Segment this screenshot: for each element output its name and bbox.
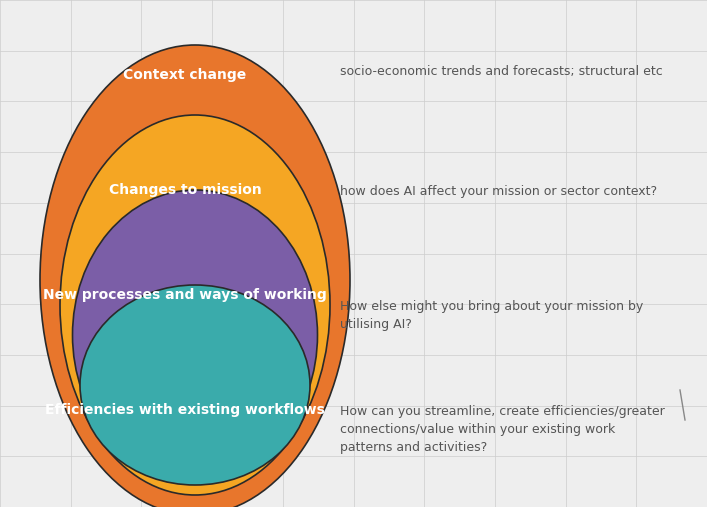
Ellipse shape — [40, 45, 350, 507]
Text: How else might you bring about your mission by
utilising AI?: How else might you bring about your miss… — [340, 300, 643, 331]
Text: socio-economic trends and forecasts; structural etc: socio-economic trends and forecasts; str… — [340, 65, 662, 78]
Text: how does AI affect your mission or sector context?: how does AI affect your mission or secto… — [340, 185, 657, 198]
Text: New processes and ways of working: New processes and ways of working — [43, 288, 327, 302]
Ellipse shape — [60, 115, 330, 495]
Ellipse shape — [80, 285, 310, 485]
Ellipse shape — [73, 190, 317, 480]
Text: Efficiencies with existing workflows: Efficiencies with existing workflows — [45, 403, 325, 417]
Text: How can you streamline, create efficiencies/greater
connections/value within you: How can you streamline, create efficienc… — [340, 405, 665, 454]
Text: Changes to mission: Changes to mission — [109, 183, 262, 197]
Text: Context change: Context change — [124, 68, 247, 82]
